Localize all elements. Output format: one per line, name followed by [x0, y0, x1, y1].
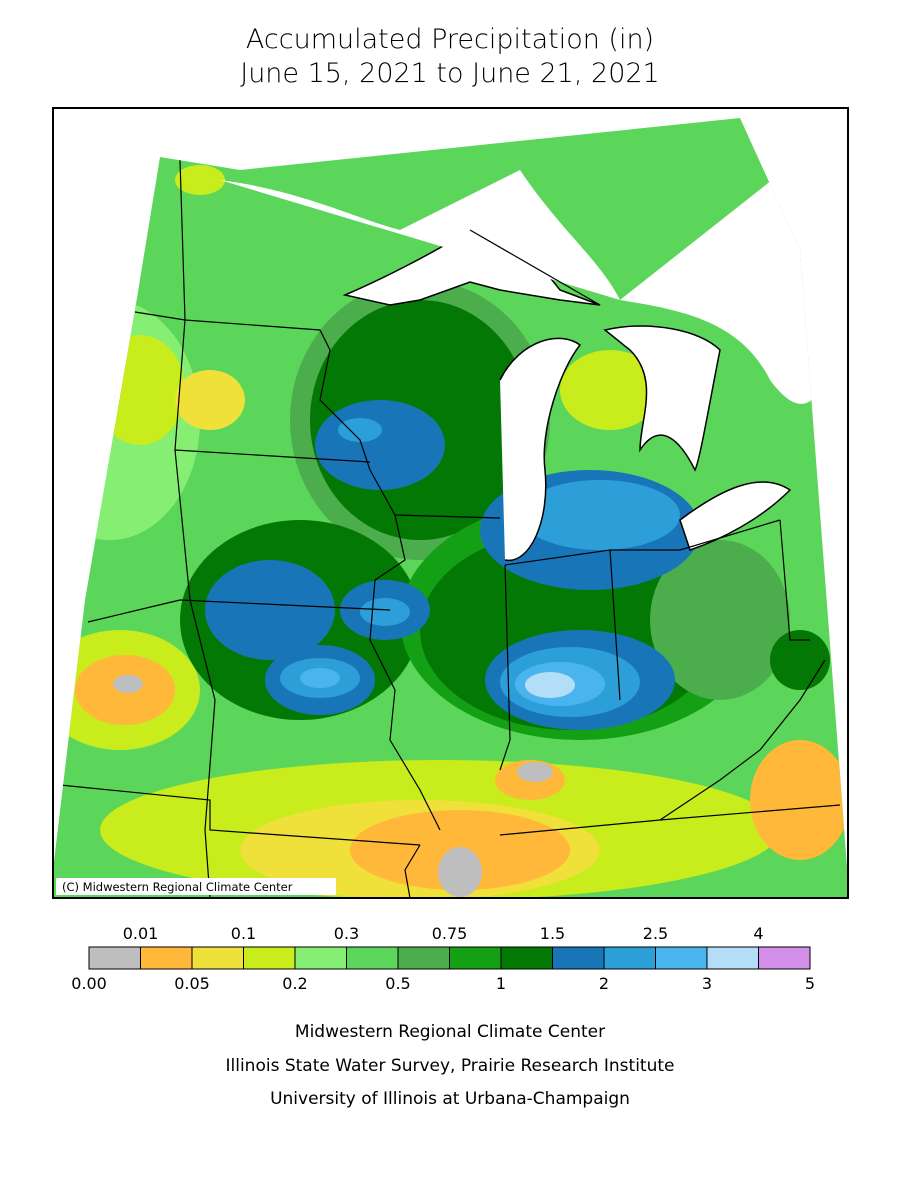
title-line: June 15, 2021 to June 21, 2021	[240, 58, 660, 89]
legend-swatch	[655, 946, 708, 970]
legend-swatch	[449, 946, 502, 970]
legend-label: 0.01	[123, 924, 159, 943]
legend-swatch	[191, 946, 244, 970]
legend-swatch	[88, 946, 141, 970]
legend-swatch	[346, 946, 399, 970]
legend-swatch	[706, 946, 759, 970]
footer-line: University of Illinois at Urbana-Champai…	[270, 1089, 630, 1109]
legend-label: 2	[599, 974, 609, 993]
legend-label: 0.3	[334, 924, 359, 943]
map-credit: (C) Midwestern Regional Climate Center	[62, 880, 293, 894]
legend-swatch	[500, 946, 553, 970]
legend-swatch	[397, 946, 450, 970]
legend-swatch	[603, 946, 656, 970]
legend-swatch	[758, 946, 811, 970]
footer-line: Illinois State Water Survey, Prairie Res…	[226, 1056, 675, 1076]
legend-label: 3	[702, 974, 712, 993]
legend: 0.00 0.01 0.05 0.1 0.2 0.3 0.5 0.75 1 1.5 2 2.5 3 4 5	[71, 924, 815, 993]
legend-swatch	[552, 946, 605, 970]
legend-label: 0.1	[231, 924, 256, 943]
legend-label: 2.5	[643, 924, 668, 943]
title-line: Accumulated Precipitation (in)	[246, 24, 654, 55]
legend-label: 4	[753, 924, 763, 943]
legend-swatch	[294, 946, 347, 970]
legend-label: 0.00	[71, 974, 107, 993]
legend-swatch	[243, 946, 296, 970]
legend-label: 1	[496, 974, 506, 993]
legend-label: 0.2	[282, 974, 307, 993]
legend-label: 1.5	[540, 924, 565, 943]
credit-box	[56, 878, 336, 895]
map-frame	[52, 107, 849, 899]
precip-field	[53, 118, 848, 898]
legend-swatch	[140, 946, 193, 970]
legend-label: 0.75	[432, 924, 468, 943]
footer-line: Midwestern Regional Climate Center	[295, 1022, 605, 1042]
legend-label: 5	[805, 974, 815, 993]
legend-label: 0.5	[385, 974, 410, 993]
legend-label: 0.05	[174, 974, 210, 993]
